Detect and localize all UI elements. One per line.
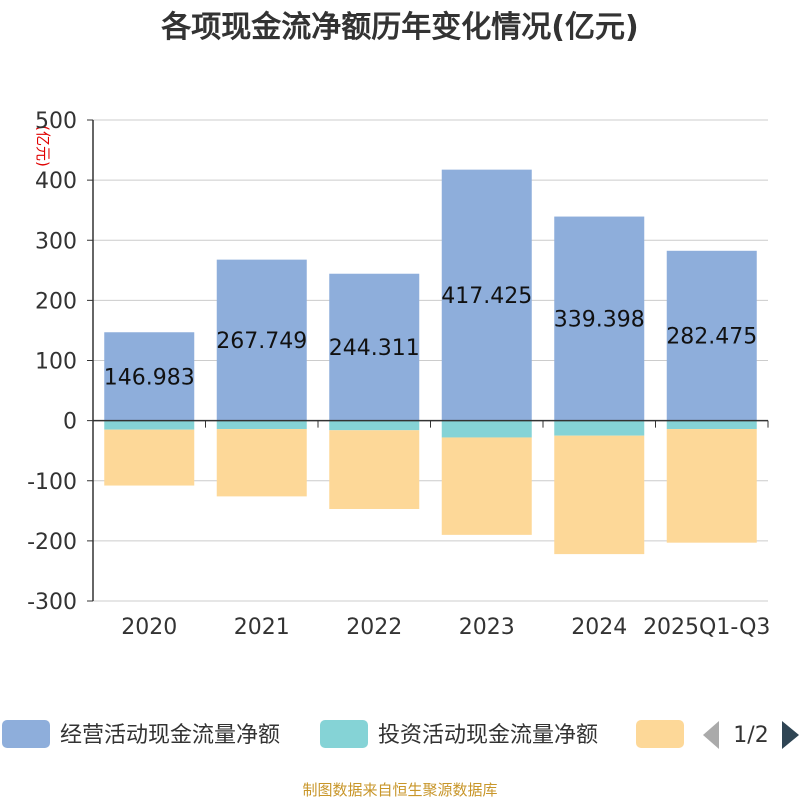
bar-2022-series-1	[329, 420, 420, 431]
legend-label-operating[interactable]: 经营活动现金流量净额	[60, 723, 280, 748]
legend-swatch-operating[interactable]	[2, 720, 50, 748]
bar-2022-series-0	[329, 273, 420, 421]
value-label: 339.398	[554, 308, 645, 333]
y-tick-label: 300	[35, 229, 77, 254]
axes	[92, 120, 769, 601]
value-label: 146.983	[104, 365, 195, 390]
bar-2021-series-2	[216, 429, 307, 497]
bar-2020-series-0	[104, 332, 195, 421]
value-label: 244.311	[329, 336, 420, 361]
legend-label-investing[interactable]: 投资活动现金流量净额	[378, 723, 598, 748]
bar-2022-series-2	[329, 430, 420, 510]
y-tick-label: -100	[27, 470, 77, 495]
legend-prev-page-icon[interactable]	[703, 721, 719, 749]
x-tick-label: 2025Q1-Q3	[643, 615, 770, 640]
y-tick-label: -300	[27, 590, 77, 615]
legend-next-page-icon[interactable]	[782, 721, 799, 749]
bar-2020-series-2	[104, 429, 195, 486]
x-tick-label: 2022	[346, 615, 402, 640]
bar-2025Q1-Q3-series-2	[666, 429, 757, 543]
bar-2024-series-2	[554, 435, 645, 555]
y-tick-label: -200	[27, 530, 77, 555]
x-tick-label: 2023	[459, 615, 515, 640]
bar-2023-series-2	[441, 437, 532, 535]
y-tick-labels: 500 400 300 200 100 0 -100 -200 -300	[27, 109, 77, 615]
x-tick-label: 2024	[571, 615, 627, 640]
value-label: 417.425	[441, 284, 532, 309]
bar-2023-series-0	[441, 169, 532, 421]
bar-2024-series-0	[554, 216, 645, 421]
legend-swatch-financing[interactable]	[636, 720, 684, 748]
data-source: 制图数据来自恒生聚源数据库	[302, 781, 497, 799]
legend: 经营活动现金流量净额 投资活动现金流量净额 1/2	[2, 720, 799, 749]
y-tick-label: 400	[35, 169, 77, 194]
x-tick-labels: 2020 2021 2022 2023 2024 2025Q1-Q3	[121, 615, 770, 640]
value-labels: 146.983 267.749 244.311 417.425 339.398 282.4…	[104, 284, 757, 390]
bars	[104, 169, 757, 555]
y-tick-label: 100	[35, 350, 77, 375]
bar-2025Q1-Q3-series-1	[666, 420, 757, 430]
value-label: 282.475	[666, 325, 757, 350]
y-axis-unit: (亿元)	[34, 125, 52, 167]
y-tick-label: 200	[35, 289, 77, 314]
bar-2025Q1-Q3-series-0	[666, 250, 757, 421]
value-label: 267.749	[216, 329, 307, 354]
bar-2023-series-1	[441, 420, 532, 438]
legend-page-indicator: 1/2	[733, 723, 768, 748]
x-tick-label: 2021	[234, 615, 290, 640]
chart-title: 各项现金流净额历年变化情况(亿元)	[160, 10, 638, 45]
y-tick-label: 0	[63, 410, 77, 435]
bar-2020-series-1	[104, 420, 195, 430]
bar-2021-series-0	[216, 259, 307, 421]
bar-2021-series-1	[216, 420, 307, 430]
bar-2024-series-1	[554, 420, 645, 436]
x-tick-label: 2020	[121, 615, 177, 640]
y-tick-label: 500	[35, 109, 77, 134]
legend-swatch-investing[interactable]	[320, 720, 368, 748]
